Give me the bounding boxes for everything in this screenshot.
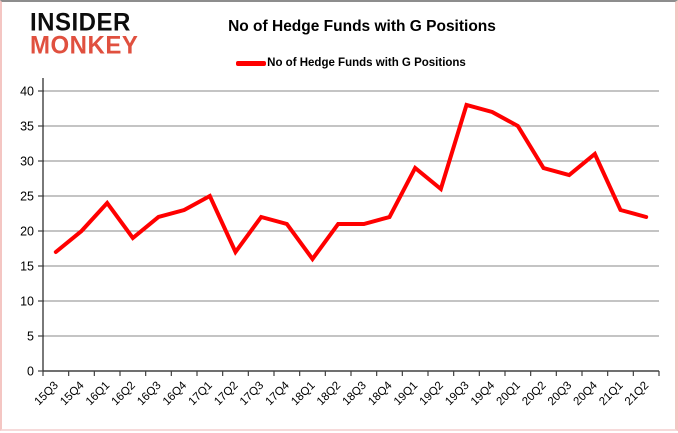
x-axis-label: 19Q1 xyxy=(392,380,420,408)
x-axis-label: 16Q1 xyxy=(84,380,112,408)
x-axis-label: 17Q3 xyxy=(238,380,266,408)
x-axis-label: 20Q4 xyxy=(572,379,601,408)
x-axis-label: 19Q4 xyxy=(469,379,498,408)
x-axis-label: 16Q2 xyxy=(110,380,138,408)
chart-title: No of Hedge Funds with G Positions xyxy=(228,18,496,35)
legend-label: No of Hedge Funds with G Positions xyxy=(267,57,466,69)
y-axis-label: 30 xyxy=(20,155,34,169)
x-axis-label: 18Q2 xyxy=(315,380,343,408)
y-axis-label: 10 xyxy=(20,295,34,309)
x-axis-label: 18Q4 xyxy=(366,379,395,408)
logo-text-insider: INSIDER xyxy=(30,8,131,37)
x-axis-label: 17Q4 xyxy=(264,379,293,408)
x-axis-label: 19Q3 xyxy=(443,380,471,408)
y-axis-label: 35 xyxy=(20,120,34,134)
x-axis-label: 16Q3 xyxy=(135,380,163,408)
y-axis-label: 0 xyxy=(27,365,34,379)
insider-monkey-logo: INSIDER MONKEY xyxy=(30,8,139,60)
x-axis-label: 18Q1 xyxy=(289,380,317,408)
chart-legend: No of Hedge Funds with G Positions xyxy=(43,57,659,69)
logo-text-monkey: MONKEY xyxy=(30,31,139,60)
x-axis-label: 20Q3 xyxy=(546,380,574,408)
x-axis-label: 21Q1 xyxy=(597,380,625,408)
y-axis-label: 25 xyxy=(20,190,34,204)
y-axis-label: 15 xyxy=(20,260,34,274)
legend-line-swatch xyxy=(236,60,267,66)
data-line xyxy=(53,102,649,263)
x-axis-label: 15Q3 xyxy=(33,380,61,408)
x-axis-label: 20Q2 xyxy=(520,380,548,408)
x-axis-label: 15Q4 xyxy=(58,379,87,408)
x-axis-label: 18Q3 xyxy=(341,380,369,408)
x-axis-label: 21Q2 xyxy=(623,380,651,408)
x-axis-label: 20Q1 xyxy=(495,380,523,408)
x-axis-label: 17Q1 xyxy=(187,380,215,408)
y-axis-label: 20 xyxy=(20,225,34,239)
y-axis-label: 40 xyxy=(20,85,34,99)
x-axis-label: 16Q4 xyxy=(161,379,190,408)
x-axis-label: 19Q2 xyxy=(418,380,446,408)
x-axis-label: 17Q2 xyxy=(212,380,240,408)
y-axis-label: 5 xyxy=(27,330,34,344)
